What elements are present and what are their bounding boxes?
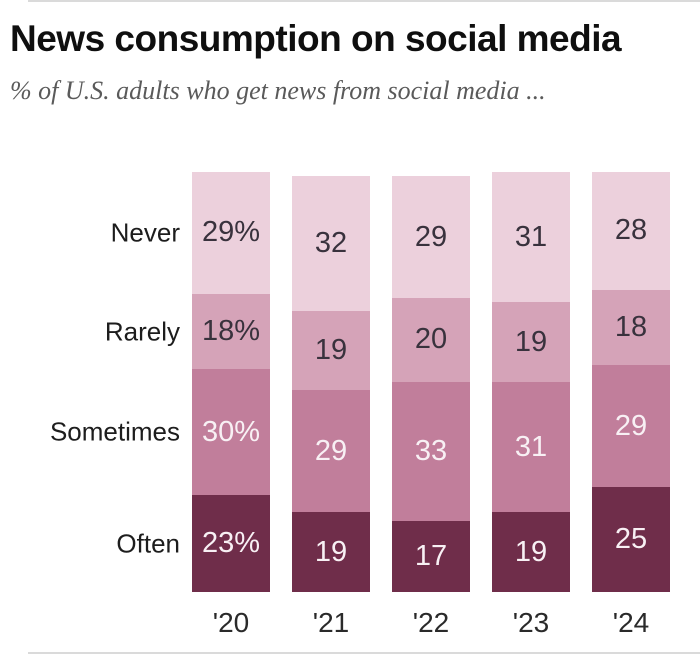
segment-value-label: 32 bbox=[314, 226, 348, 259]
segment-value-label: 19 bbox=[514, 325, 548, 358]
segment-value-label: 29 bbox=[314, 434, 348, 467]
segment-value-label: 25 bbox=[614, 522, 648, 555]
series-label-sometimes: Sometimes bbox=[49, 416, 180, 447]
segment-value-label: 30% bbox=[201, 415, 261, 448]
bar-segment-often: 19 bbox=[492, 512, 570, 592]
bar-segment-never: 29% bbox=[192, 172, 270, 294]
chart-subtitle: % of U.S. adults who get news from socia… bbox=[10, 76, 546, 105]
bar-segment-often: 23% bbox=[192, 495, 270, 592]
segment-value-label: 29 bbox=[614, 409, 648, 442]
segment-value-label: 33 bbox=[414, 434, 448, 467]
bar-segment-often: 25 bbox=[592, 486, 670, 592]
bar-segment-rarely: 18 bbox=[592, 289, 670, 366]
segment-value-label: 19 bbox=[514, 535, 548, 568]
bar-segment-rarely: 18% bbox=[192, 293, 270, 370]
segment-value-label: 29 bbox=[414, 220, 448, 253]
bar-segment-sometimes: 29 bbox=[592, 365, 670, 487]
segment-value-label: 20 bbox=[414, 323, 448, 356]
x-axis-tick-label: '20 bbox=[212, 607, 250, 638]
bar-column-23: 31 19 31 19 bbox=[492, 172, 570, 592]
bar-segment-sometimes: 33 bbox=[392, 381, 470, 521]
bar-segment-sometimes: 31 bbox=[492, 381, 570, 513]
bar-column-21: 32 19 29 19 bbox=[292, 176, 370, 592]
segment-value-label: 19 bbox=[314, 333, 348, 366]
bar-segment-never: 29 bbox=[392, 176, 470, 298]
bar-column-20: 29% 18% 30% 23% bbox=[192, 172, 270, 592]
bar-segment-rarely: 20 bbox=[392, 297, 470, 382]
segment-value-label: 28 bbox=[614, 214, 648, 247]
bar-segment-rarely: 19 bbox=[492, 302, 570, 382]
bar-segment-never: 28 bbox=[592, 172, 670, 290]
x-axis-tick-label: '23 bbox=[512, 607, 550, 638]
bar-column-24: 28 18 29 25 bbox=[592, 172, 670, 592]
segment-value-label: 29% bbox=[201, 216, 261, 249]
segment-value-label: 23% bbox=[201, 527, 261, 560]
bar-segment-never: 31 bbox=[492, 172, 570, 303]
series-label-often: Often bbox=[116, 528, 180, 559]
segment-value-label: 17 bbox=[414, 539, 448, 572]
x-axis-tick-label: '24 bbox=[612, 607, 650, 638]
x-axis-tick-label: '21 bbox=[312, 607, 350, 638]
segment-value-label: 31 bbox=[514, 430, 548, 463]
bar-segment-sometimes: 30% bbox=[192, 369, 270, 496]
bar-segment-often: 19 bbox=[292, 512, 370, 592]
bottom-border-line bbox=[28, 652, 700, 654]
series-label-rarely: Rarely bbox=[104, 316, 180, 347]
top-border-line bbox=[28, 0, 700, 2]
bar-segment-sometimes: 29 bbox=[292, 390, 370, 513]
x-axis-tick-label: '22 bbox=[412, 607, 450, 638]
bar-column-22: 29 20 33 17 bbox=[392, 176, 470, 592]
segment-value-label: 19 bbox=[314, 535, 348, 568]
segment-value-label: 18 bbox=[614, 310, 648, 343]
segment-value-label: 18% bbox=[201, 315, 261, 348]
chart-title: News consumption on social media bbox=[10, 18, 622, 59]
bar-segment-never: 32 bbox=[292, 176, 370, 311]
segment-value-label: 31 bbox=[514, 220, 548, 253]
bar-segment-often: 17 bbox=[392, 520, 470, 592]
bar-segment-rarely: 19 bbox=[292, 310, 370, 391]
series-label-never: Never bbox=[110, 217, 180, 248]
